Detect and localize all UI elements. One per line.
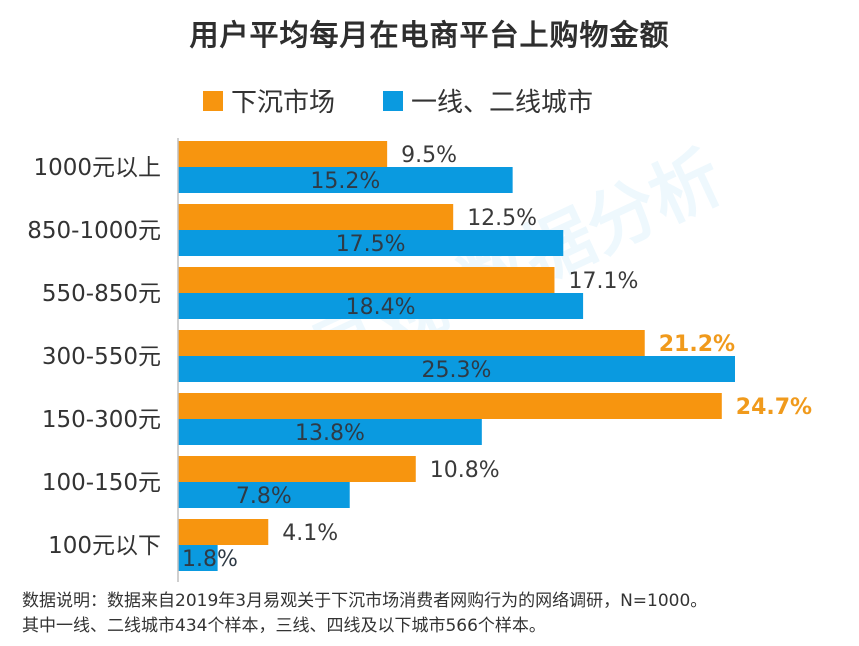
bar-sinking-market bbox=[178, 519, 269, 545]
category-label: 550-850元 bbox=[42, 281, 161, 307]
legend-swatch-blue bbox=[383, 90, 404, 111]
data-label: 21.2% bbox=[659, 332, 735, 357]
footnote-line-1: 数据说明：数据来自2019年3月易观关于下沉市场消费者网购行为的网络调研，N=1… bbox=[22, 591, 708, 611]
bar-tier1-tier2 bbox=[178, 167, 513, 193]
data-label: 24.7% bbox=[736, 395, 812, 420]
category-label: 300-550元 bbox=[42, 344, 161, 370]
data-label: 15.2% bbox=[310, 169, 380, 194]
category-label: 150-300元 bbox=[42, 407, 161, 433]
data-label: 10.8% bbox=[430, 458, 500, 483]
category-label: 100元以下 bbox=[48, 533, 161, 559]
bar-tier1-tier2 bbox=[178, 545, 218, 571]
data-label: 7.8% bbox=[236, 484, 292, 509]
bar-sinking-market bbox=[178, 204, 454, 230]
data-label: 12.5% bbox=[467, 206, 537, 231]
bar-sinking-market bbox=[178, 141, 388, 167]
chart-title: 用户平均每月在电商平台上购物金额 bbox=[189, 18, 670, 52]
footnote: 数据说明：数据来自2019年3月易观关于下沉市场消费者网购行为的网络调研，N=1… bbox=[22, 589, 852, 639]
data-label: 25.3% bbox=[422, 358, 492, 383]
bar-tier1-tier2 bbox=[178, 482, 350, 508]
category-label: 100-150元 bbox=[42, 470, 161, 496]
bar-sinking-market bbox=[178, 393, 722, 419]
data-label: 4.1% bbox=[282, 521, 338, 546]
legend-item-tier1-tier2: 一线、二线城市 bbox=[383, 82, 593, 119]
data-label: 9.5% bbox=[401, 143, 457, 168]
legend-item-sinking-market: 下沉市场 bbox=[203, 82, 335, 119]
data-label: 1.8% bbox=[182, 547, 238, 572]
category-label: 1000元以上 bbox=[33, 155, 161, 181]
legend-swatch-orange bbox=[203, 90, 223, 111]
data-label: 17.5% bbox=[336, 232, 406, 257]
category-label: 850-1000元 bbox=[27, 218, 161, 244]
bar-tier1-tier2 bbox=[178, 293, 584, 319]
data-label: 17.1% bbox=[568, 269, 638, 294]
bar-tier1-tier2 bbox=[178, 356, 735, 382]
bar-sinking-market bbox=[178, 267, 555, 293]
bar-tier1-tier2 bbox=[178, 230, 564, 256]
legend-label-sinking-market: 下沉市场 bbox=[231, 88, 336, 118]
legend-label-tier1-tier2: 一线、二线城市 bbox=[411, 88, 594, 118]
bar-tier1-tier2 bbox=[178, 419, 482, 445]
legend: 下沉市场 一线、二线城市 bbox=[203, 82, 641, 119]
bar-sinking-market bbox=[178, 456, 416, 482]
data-label: 18.4% bbox=[346, 295, 416, 320]
data-label: 13.8% bbox=[295, 421, 365, 446]
footnote-line-2: 其中一线、二线城市434个样本，三线、四线及以下城市566个样本。 bbox=[22, 616, 546, 636]
bar-sinking-market bbox=[178, 330, 645, 356]
